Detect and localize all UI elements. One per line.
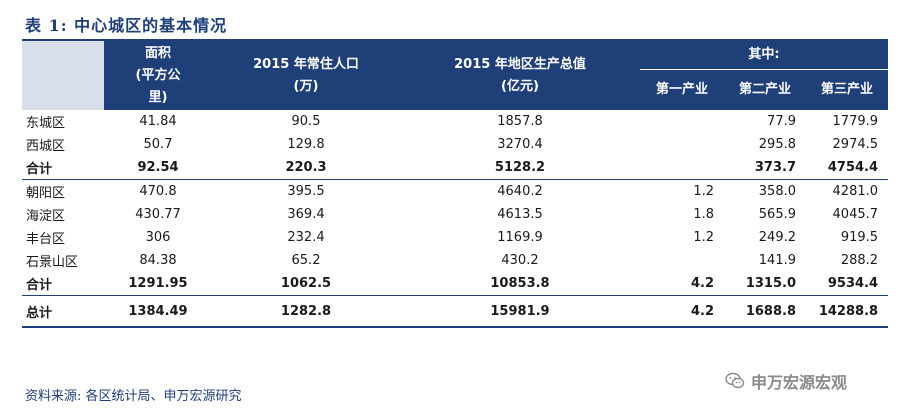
primary-cell: 1.8: [693, 207, 714, 222]
header-of-which: 其中:: [640, 41, 889, 70]
table-row: 丰台区 306 232.4 1169.9 1.2 249.2 919.5: [22, 226, 888, 249]
gdp-cell: 1169.9: [497, 230, 543, 245]
primary-cell: 1.2: [640, 179, 724, 203]
primary-cell: [640, 110, 724, 133]
tertiary-cell: 4045.7: [832, 207, 879, 222]
tertiary-cell: 2974.5: [832, 137, 879, 152]
caption-rule: [22, 39, 888, 41]
area-cell: 1384.49: [104, 295, 212, 328]
table-row: 东城区 41.84 90.5 1857.8 77.9 1779.9: [22, 110, 888, 133]
area-cell: 84.38: [139, 253, 177, 268]
gdp-cell: 430.2: [501, 253, 539, 268]
secondary-cell: 1315.0: [745, 276, 796, 291]
table-row: 海淀区 430.77 369.4 4613.5 1.8 565.9 4045.7: [22, 203, 888, 226]
gdp-cell: 15981.9: [400, 295, 640, 328]
population-cell: 129.8: [287, 137, 325, 152]
secondary-cell: 1688.8: [724, 295, 806, 328]
area-cell: 1291.95: [128, 276, 188, 291]
district-name: 东城区: [26, 116, 66, 131]
gdp-cell: 10853.8: [490, 276, 550, 291]
grand-total-label: 总计: [22, 295, 104, 328]
table-row: 西城区 50.7 129.8 3270.4 295.8 2974.5: [22, 133, 888, 156]
tertiary-cell: 9534.4: [827, 276, 879, 291]
tertiary-cell: 919.5: [840, 230, 879, 245]
primary-cell: 1.2: [693, 230, 714, 245]
data-table: 面积 (平方公 里) 2015 年常住人口 (万) 2015 年地区生产总值 (…: [22, 41, 889, 328]
header-population: 2015 年常住人口 (万): [212, 41, 400, 110]
gdp-cell: 4640.2: [400, 179, 640, 203]
subtotal-label: 合计: [26, 278, 53, 293]
gdp-cell: 4613.5: [497, 207, 543, 222]
population-cell: 90.5: [291, 114, 321, 129]
area-cell: 430.77: [135, 207, 181, 222]
district-name: 丰台区: [26, 232, 66, 247]
tertiary-cell: 14288.8: [806, 295, 889, 328]
population-cell: 1062.5: [280, 276, 332, 291]
table-caption: 表 1: 中心城区的基本情况: [25, 16, 228, 35]
population-cell: 369.4: [287, 207, 325, 222]
secondary-cell: 249.2: [758, 230, 796, 245]
watermark-text: 申万宏源宏观: [751, 373, 848, 392]
header-area: 面积 (平方公 里): [104, 41, 212, 110]
primary-cell: 4.2: [640, 295, 724, 328]
population-cell: 395.5: [212, 179, 400, 203]
gdp-cell: 3270.4: [497, 137, 543, 152]
population-cell: 232.4: [287, 230, 325, 245]
table-row: 石景山区 84.38 65.2 430.2 141.9 288.2: [22, 249, 888, 272]
secondary-cell: 373.7: [754, 160, 796, 175]
header-gdp: 2015 年地区生产总值 (亿元): [400, 41, 640, 110]
tertiary-cell: 1779.9: [832, 114, 879, 129]
header-blank: [22, 41, 104, 110]
district-name: 西城区: [26, 139, 66, 154]
source-note: 资料来源: 各区统计局、申万宏源研究: [25, 389, 242, 404]
secondary-cell: 295.8: [758, 137, 796, 152]
area-cell: 41.84: [139, 114, 177, 129]
subtotal-label: 合计: [26, 162, 53, 177]
subtotal-row: 合计 92.54 220.3 5128.2 373.7 4754.4: [22, 156, 888, 180]
gdp-cell: 1857.8: [497, 114, 543, 129]
primary-cell: [640, 156, 724, 180]
tertiary-cell: 4754.4: [827, 160, 879, 175]
tertiary-cell: 288.2: [840, 253, 879, 268]
tertiary-cell: 4281.0: [806, 179, 889, 203]
wechat-icon: [725, 372, 745, 389]
primary-cell: 4.2: [690, 276, 714, 291]
table-row: 朝阳区 470.8 395.5 4640.2 1.2 358.0 4281.0: [22, 179, 889, 203]
primary-cell: [640, 249, 724, 272]
secondary-cell: 77.9: [767, 114, 796, 129]
area-cell: 470.8: [104, 179, 212, 203]
header-secondary: 第二产业: [724, 69, 806, 110]
district-name: 石景山区: [26, 255, 79, 270]
header-tertiary: 第三产业: [806, 69, 889, 110]
primary-cell: [640, 133, 724, 156]
population-cell: 1282.8: [212, 295, 400, 328]
district-name: 海淀区: [26, 209, 66, 224]
population-cell: 65.2: [291, 253, 321, 268]
area-cell: 306: [145, 230, 171, 245]
secondary-cell: 141.9: [758, 253, 796, 268]
area-cell: 92.54: [137, 160, 179, 175]
secondary-cell: 358.0: [724, 179, 806, 203]
grand-total-row: 总计 1384.49 1282.8 15981.9 4.2 1688.8 142…: [22, 295, 889, 328]
watermark: 申万宏源宏观: [725, 368, 900, 394]
area-cell: 50.7: [143, 137, 173, 152]
header-primary: 第一产业: [640, 69, 724, 110]
population-cell: 220.3: [285, 160, 327, 175]
district-name: 朝阳区: [22, 179, 104, 203]
gdp-cell: 5128.2: [494, 160, 546, 175]
subtotal-row: 合计 1291.95 1062.5 10853.8 4.2 1315.0 953…: [22, 272, 888, 296]
secondary-cell: 565.9: [758, 207, 796, 222]
